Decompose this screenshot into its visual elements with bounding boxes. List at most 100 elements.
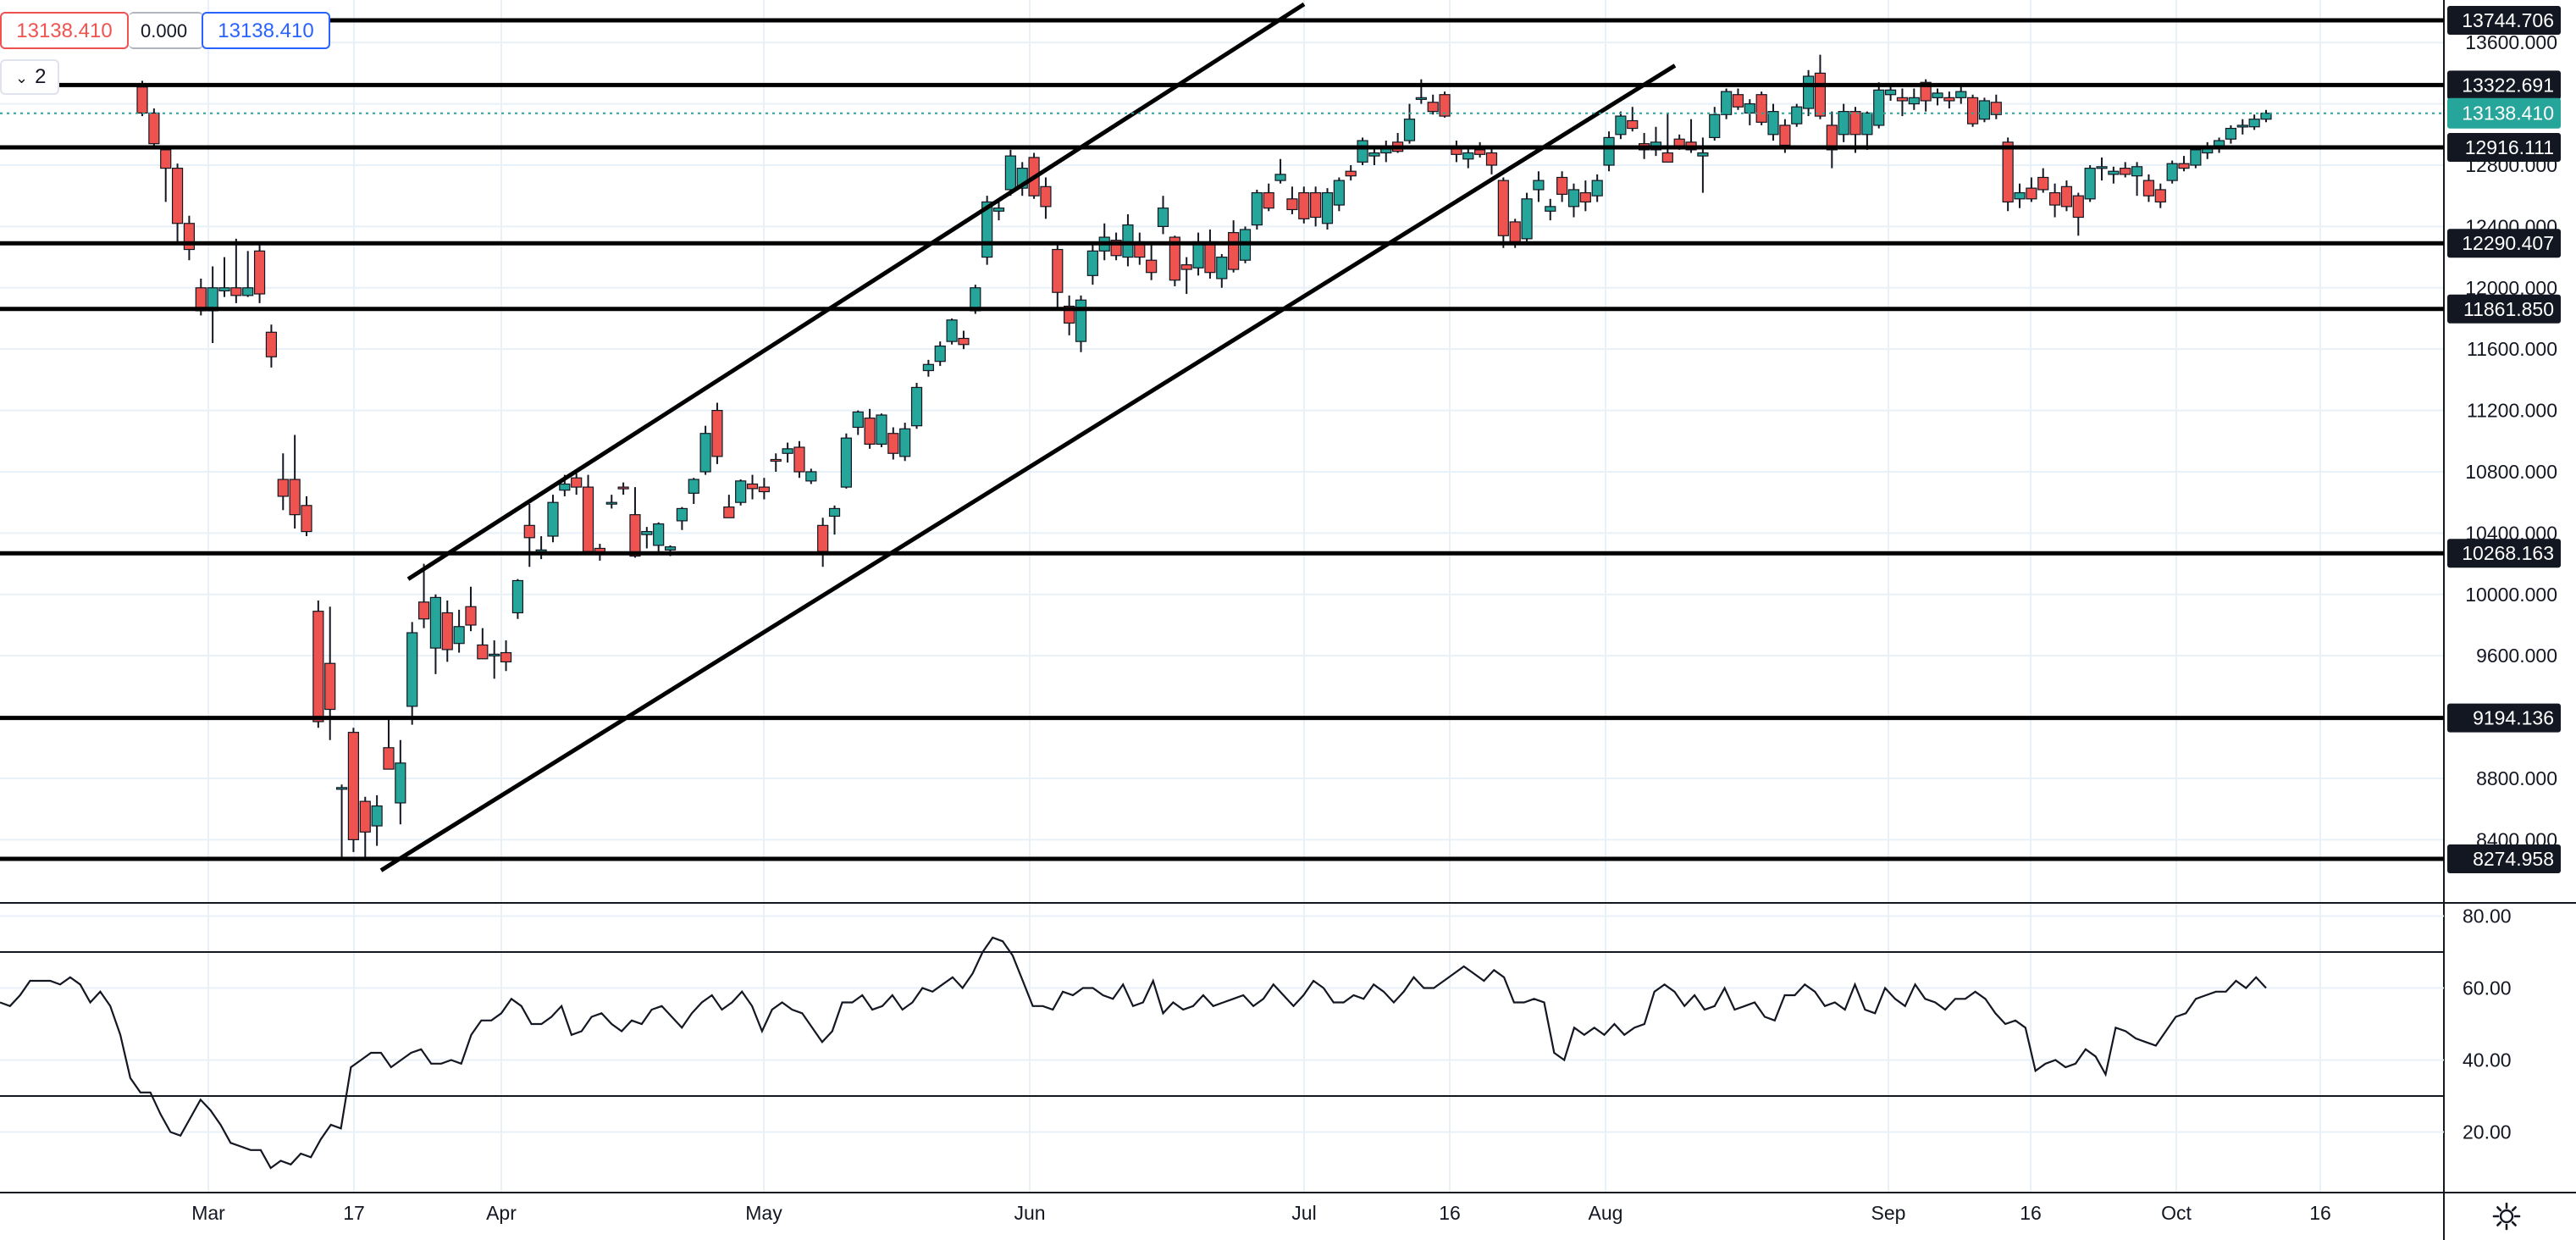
candle-body [946, 319, 958, 342]
candle [1122, 213, 1134, 267]
candle [441, 601, 453, 662]
candle [758, 478, 770, 500]
level-badge-label: 11861.850 [2463, 298, 2554, 320]
candle-body [1814, 72, 1827, 117]
series-toggle-label: 2 [35, 65, 47, 88]
candle-body [1462, 152, 1474, 160]
candle-body [2060, 185, 2073, 208]
candle-body [1591, 180, 1603, 197]
candle [335, 784, 348, 860]
x-tick-label: Aug [1589, 1202, 1623, 1224]
level-badge-label: 10268.163 [2462, 542, 2554, 564]
candle [1567, 183, 1580, 218]
candle [793, 440, 805, 479]
candle-body [1661, 152, 1673, 163]
candle [1861, 111, 1873, 150]
candle-body [1908, 97, 1920, 105]
candle [641, 527, 653, 549]
candle-body [1474, 149, 1486, 155]
candle [1134, 232, 1146, 265]
candle [2260, 109, 2272, 123]
candle-body [864, 418, 876, 445]
candle [1849, 107, 1861, 153]
candle [1052, 245, 1064, 310]
candle-body [547, 501, 559, 537]
candle-body [289, 479, 301, 516]
candle-body [887, 433, 899, 454]
candle [395, 739, 406, 825]
candle [312, 601, 324, 728]
candle [171, 163, 184, 242]
candle [699, 425, 711, 475]
candle [2096, 157, 2108, 181]
candle-body [746, 483, 759, 490]
candle-body [1721, 91, 1733, 115]
candle-body [992, 208, 1005, 212]
candle-body [852, 411, 864, 429]
candle-body [301, 505, 312, 533]
candle [160, 145, 172, 202]
candle-body [523, 524, 535, 539]
candle [1274, 158, 1286, 184]
candle-body [171, 168, 184, 224]
candle [1192, 232, 1204, 276]
candle-body [2142, 180, 2155, 197]
candle-body [2248, 119, 2260, 128]
candle-body [324, 662, 336, 711]
candle [2060, 180, 2073, 212]
candle-body [793, 446, 805, 473]
candle [946, 318, 958, 345]
level-badge-label: 12916.111 [2465, 136, 2554, 158]
candle-body [242, 287, 254, 296]
candle [1086, 241, 1098, 285]
candle [1721, 88, 1733, 119]
candle [676, 507, 688, 530]
candle-body [465, 606, 477, 626]
candle [934, 341, 946, 367]
candle [417, 563, 430, 628]
x-tick-label: 17 [343, 1202, 365, 1224]
candle-body [1579, 191, 1591, 203]
candle [1627, 107, 1639, 132]
candle-body [1251, 191, 1263, 226]
candle [1908, 88, 1920, 110]
candle [1216, 253, 1228, 288]
candle-body [230, 287, 242, 296]
candle-body [2048, 191, 2061, 206]
candle [230, 238, 242, 303]
candle [1955, 85, 1967, 104]
candle-body [2178, 163, 2190, 169]
level-badge [2447, 229, 2561, 258]
series-toggle-button[interactable]: ⌄ 2 [0, 59, 59, 95]
level-badge [2447, 539, 2561, 568]
candle [1826, 111, 1838, 169]
candle [735, 479, 747, 506]
candle-body [899, 428, 911, 457]
candle-body [383, 747, 395, 770]
candle-body [2108, 170, 2120, 175]
level-badge [2447, 844, 2561, 873]
candle [465, 586, 477, 632]
candle [2037, 168, 2049, 193]
candle [477, 628, 489, 660]
x-tick-label: 16 [1439, 1202, 1461, 1224]
candle [301, 495, 312, 536]
candle [1485, 147, 1498, 174]
candle-body [406, 632, 418, 707]
candle [453, 609, 465, 653]
candle-body [617, 486, 629, 490]
candle [2236, 119, 2248, 135]
candle [1146, 241, 1158, 280]
candle [617, 482, 629, 495]
gear-icon[interactable] [2491, 1201, 2522, 1232]
y-tick-label: 11200.000 [2467, 400, 2557, 422]
level-badge [2447, 6, 2561, 35]
candle [253, 245, 266, 303]
candle-body [1146, 259, 1158, 274]
candle [1838, 103, 1849, 142]
candle-body [1826, 125, 1838, 151]
candle-body [1180, 264, 1192, 270]
candle [1932, 88, 1943, 106]
